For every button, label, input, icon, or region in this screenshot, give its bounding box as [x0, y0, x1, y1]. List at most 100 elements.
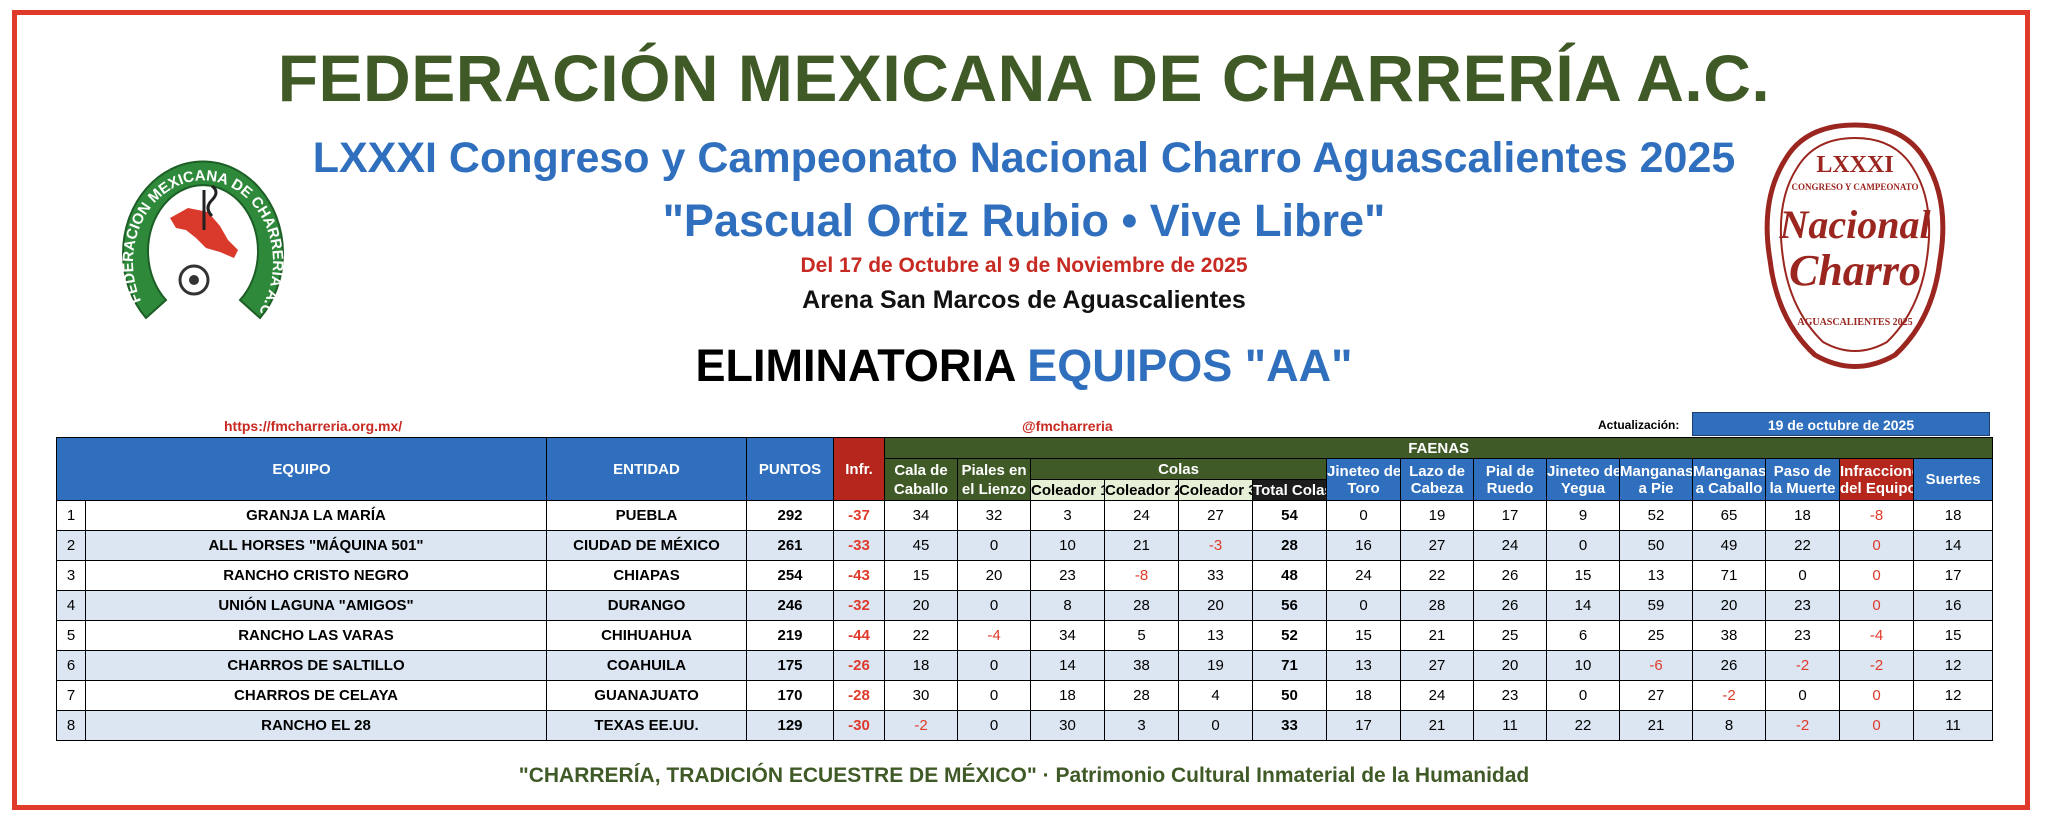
- cell-infr: -44: [833, 620, 886, 651]
- cell-c2: -8: [1104, 560, 1180, 591]
- cell-c1: 3: [1030, 500, 1106, 531]
- cell-pos: 6: [56, 650, 86, 681]
- cell-infeq: 0: [1839, 680, 1915, 711]
- cell-piales: 0: [957, 710, 1032, 741]
- cell-puntos: 254: [746, 560, 835, 591]
- cell-jyegua: 9: [1546, 500, 1621, 531]
- cell-puntos: 219: [746, 620, 835, 651]
- cell-piales: -4: [957, 620, 1032, 651]
- table-row: 8 RANCHO EL 28 TEXAS EE.UU. 129 -30 -2 0 30 3 0 33…: [56, 710, 1994, 741]
- cell-piales: 0: [957, 530, 1032, 561]
- cell-mcab: 38: [1692, 620, 1767, 651]
- cell-equipo: CHARROS DE CELAYA: [84, 680, 548, 711]
- cell-total: 52: [1252, 620, 1328, 651]
- cell-puntos: 261: [746, 530, 835, 561]
- cell-suertes: 15: [1913, 620, 1994, 651]
- cell-entidad: PUEBLA: [546, 500, 748, 531]
- cell-pial: 24: [1473, 530, 1548, 561]
- cell-paso: 0: [1765, 680, 1841, 711]
- cell-mcab: 20: [1692, 590, 1767, 621]
- right-logo-top: LXXXI: [1816, 152, 1893, 178]
- cell-suertes: 17: [1913, 560, 1994, 591]
- cell-mpie: 27: [1619, 680, 1694, 711]
- event-subtitle: LXXXI Congreso y Campeonato Nacional Cha…: [312, 134, 1736, 182]
- cell-c2: 5: [1104, 620, 1180, 651]
- cell-piales: 32: [957, 500, 1032, 531]
- stage-blue: EQUIPOS "AA": [1027, 340, 1353, 391]
- header-lazo: Lazo de Cabeza: [1400, 458, 1475, 501]
- header-coleador2: Coleador 2: [1104, 479, 1180, 501]
- cell-pos: 5: [56, 620, 86, 651]
- cell-total: 50: [1252, 680, 1328, 711]
- cell-mpie: 59: [1619, 590, 1694, 621]
- cell-mpie: 52: [1619, 500, 1694, 531]
- right-logo-line1: Nacional: [1778, 202, 1931, 247]
- cell-cala: -2: [884, 710, 959, 741]
- cell-c1: 18: [1030, 680, 1106, 711]
- cell-total: 54: [1252, 500, 1328, 531]
- cell-cala: 18: [884, 650, 959, 681]
- cell-paso: 22: [1765, 530, 1841, 561]
- header-entidad: ENTIDAD: [546, 437, 748, 501]
- cell-equipo: ALL HORSES "MÁQUINA 501": [84, 530, 548, 561]
- update-date: 19 de octubre de 2025: [1692, 412, 1990, 436]
- cell-pial: 17: [1473, 500, 1548, 531]
- cell-suertes: 14: [1913, 530, 1994, 561]
- cell-cala: 22: [884, 620, 959, 651]
- cell-puntos: 129: [746, 710, 835, 741]
- cell-infr: -43: [833, 560, 886, 591]
- cell-c1: 10: [1030, 530, 1106, 561]
- cell-mcab: 49: [1692, 530, 1767, 561]
- stage-black: ELIMINATORIA: [695, 340, 1015, 391]
- cell-pial: 25: [1473, 620, 1548, 651]
- cell-lazo: 22: [1400, 560, 1475, 591]
- website-link[interactable]: https://fmcharreria.org.mx/: [224, 418, 403, 434]
- cell-entidad: DURANGO: [546, 590, 748, 621]
- cell-paso: 0: [1765, 560, 1841, 591]
- cell-entidad: TEXAS EE.UU.: [546, 710, 748, 741]
- cell-mcab: 26: [1692, 650, 1767, 681]
- header-colas: Colas: [1030, 458, 1328, 480]
- cell-c1: 8: [1030, 590, 1106, 621]
- header-cala: Cala de Caballo: [884, 458, 959, 501]
- cell-suertes: 18: [1913, 500, 1994, 531]
- cell-mcab: 8: [1692, 710, 1767, 741]
- cell-infeq: 0: [1839, 710, 1915, 741]
- cell-equipo: RANCHO LAS VARAS: [84, 620, 548, 651]
- cell-cala: 20: [884, 590, 959, 621]
- cell-c2: 3: [1104, 710, 1180, 741]
- page-frame: [12, 10, 2030, 810]
- cell-c3: 33: [1178, 560, 1254, 591]
- cell-c2: 28: [1104, 590, 1180, 621]
- cell-mcab: -2: [1692, 680, 1767, 711]
- cell-infeq: 0: [1839, 590, 1915, 621]
- cell-lazo: 24: [1400, 680, 1475, 711]
- stage-heading: ELIMINATORIA EQUIPOS "AA": [0, 340, 2048, 392]
- cell-jtoro: 18: [1326, 680, 1402, 711]
- header-total-colas: Total Colas: [1252, 479, 1328, 501]
- table-row: 5 RANCHO LAS VARAS CHIHUAHUA 219 -44 22 -4 34 5 1…: [56, 620, 1994, 651]
- header-manganas-pie: Manganas a Pie: [1619, 458, 1694, 501]
- table-row: 4 UNIÓN LAGUNA "AMIGOS" DURANGO 246 -32 20 0 8 2…: [56, 590, 1994, 621]
- cell-piales: 20: [957, 560, 1032, 591]
- event-arena: Arena San Marcos de Aguascalientes: [802, 286, 1246, 314]
- social-handle-link[interactable]: @fmcharreria: [1022, 418, 1113, 434]
- cell-c1: 14: [1030, 650, 1106, 681]
- header-paso: Paso de la Muerte: [1765, 458, 1841, 501]
- cell-paso: -2: [1765, 710, 1841, 741]
- table-row: 3 RANCHO CRISTO NEGRO CHIAPAS 254 -43 15 20 23-…: [56, 560, 1994, 591]
- header-jineteo-yegua: Jineteo de Yegua: [1546, 458, 1621, 501]
- cell-lazo: 27: [1400, 650, 1475, 681]
- cell-jtoro: 13: [1326, 650, 1402, 681]
- cell-c1: 34: [1030, 620, 1106, 651]
- header-jineteo-toro: Jineteo de Toro: [1326, 458, 1402, 501]
- cell-piales: 0: [957, 650, 1032, 681]
- cell-infeq: -8: [1839, 500, 1915, 531]
- header-coleador1: Coleador 1: [1030, 479, 1106, 501]
- table-row: 2 ALL HORSES "MÁQUINA 501" CIUDAD DE MÉXIC…: [56, 530, 1994, 561]
- header-infracciones: Infraccionesdel Equipo: [1839, 458, 1915, 501]
- cell-jyegua: 14: [1546, 590, 1621, 621]
- cell-infr: -37: [833, 500, 886, 531]
- cell-mcab: 71: [1692, 560, 1767, 591]
- cell-piales: 0: [957, 680, 1032, 711]
